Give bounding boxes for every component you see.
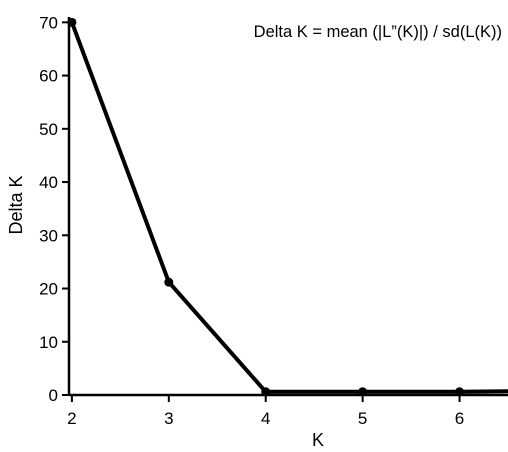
x-tick-label: 2 <box>67 409 76 428</box>
x-axis-title: K <box>312 430 324 450</box>
chart-annotation: Delta K = mean (|L”(K)|) / sd(L(K)) <box>254 23 502 41</box>
series-line <box>70 21 508 394</box>
y-tick-label: 20 <box>39 280 58 299</box>
data-point <box>358 387 368 397</box>
x-tick-label: 6 <box>455 409 464 428</box>
x-tick-label: 5 <box>358 409 367 428</box>
data-point <box>261 387 271 397</box>
y-tick-label: 70 <box>39 13 58 32</box>
y-axis-title: Delta K <box>6 175 26 234</box>
data-point <box>455 387 465 397</box>
data-point <box>67 17 77 27</box>
y-tick-label: 60 <box>39 67 58 86</box>
x-tick-label: 4 <box>261 409 270 428</box>
x-tick-label: 3 <box>164 409 173 428</box>
plot-area: 0 10 20 30 40 50 60 70 2 3 4 5 6 <box>39 13 508 428</box>
y-tick-label: 40 <box>39 173 58 192</box>
y-tick-label: 10 <box>39 333 58 352</box>
y-tick-label: 0 <box>49 386 58 405</box>
y-tick-label: 30 <box>39 226 58 245</box>
y-tick-label: 50 <box>39 120 58 139</box>
data-point <box>164 277 174 287</box>
